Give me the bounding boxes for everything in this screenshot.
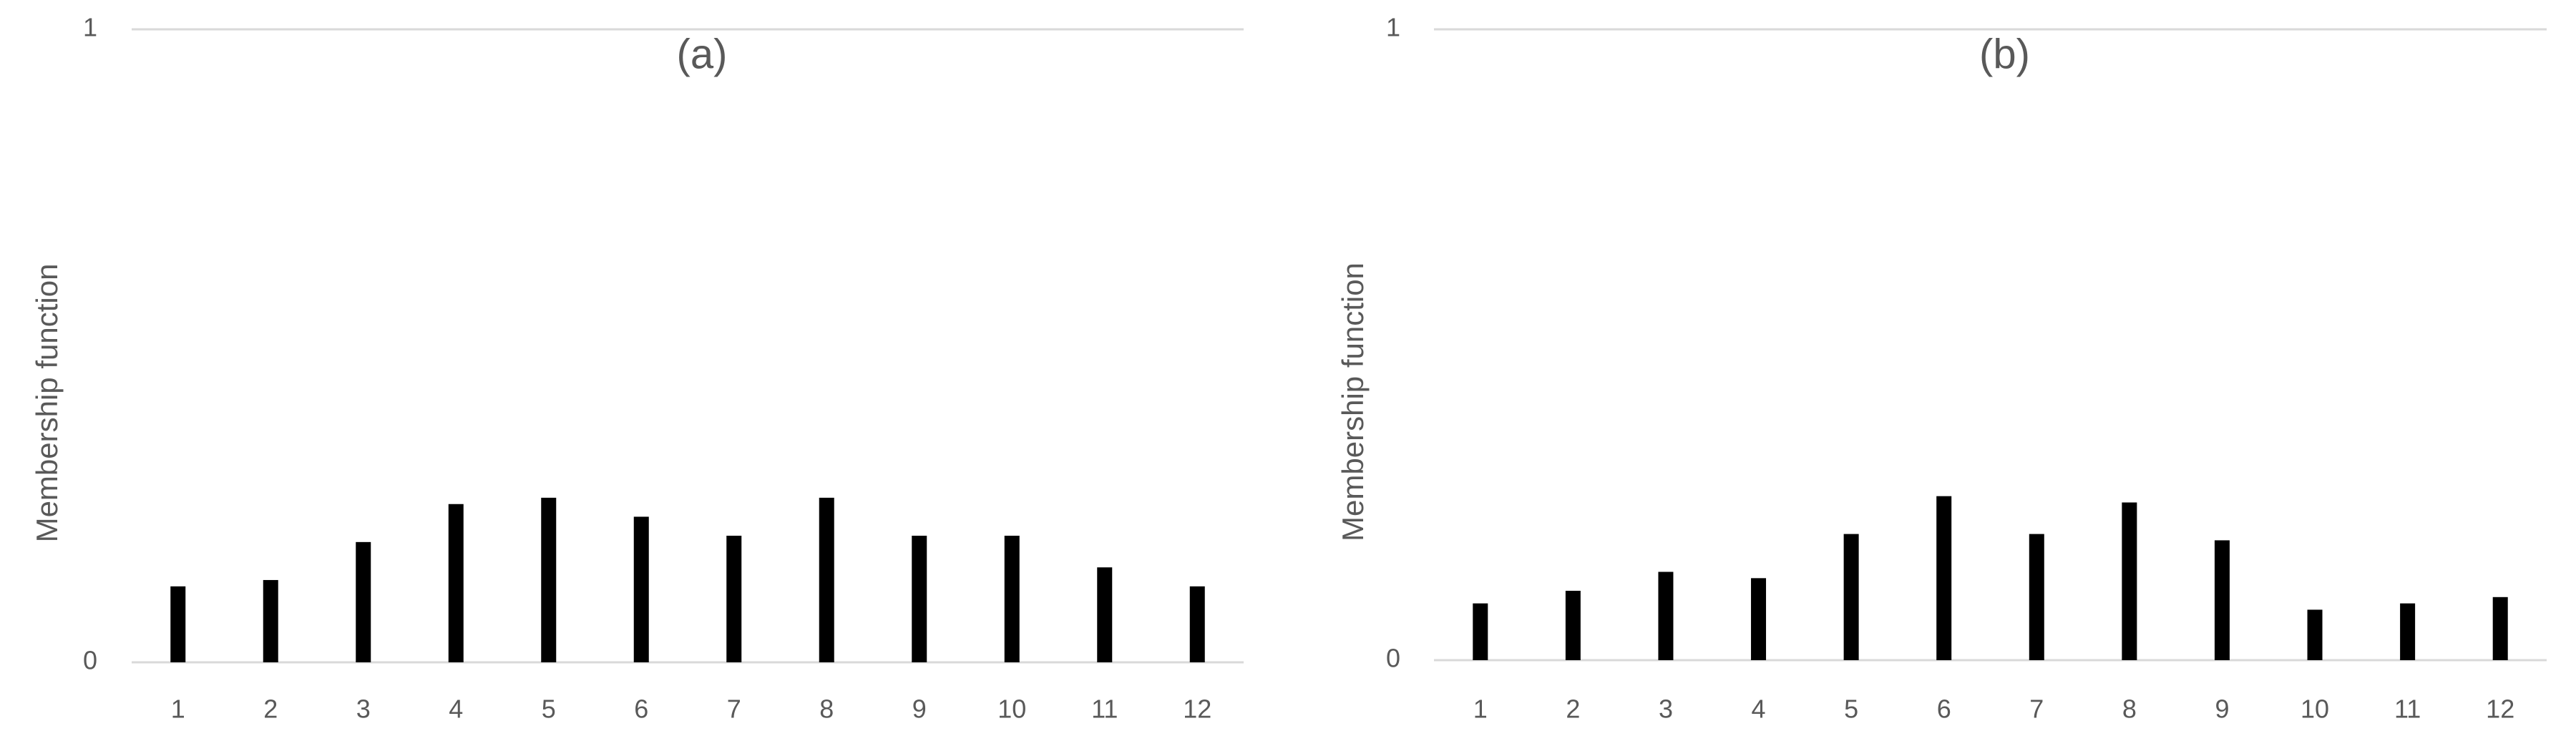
y-tick-label: 1 xyxy=(83,13,97,42)
x-tick-label: 1 xyxy=(1473,695,1488,724)
x-tick-label: 11 xyxy=(2394,695,2421,724)
x-tick-label: 12 xyxy=(2486,695,2514,724)
y-tick-label: 0 xyxy=(83,646,97,675)
bar xyxy=(356,541,371,662)
bar xyxy=(2214,540,2230,660)
bar xyxy=(448,504,464,662)
bar xyxy=(1004,536,1020,662)
bar xyxy=(726,536,742,662)
x-tick-label: 2 xyxy=(263,695,278,724)
bar xyxy=(170,586,186,662)
bar xyxy=(819,497,834,662)
chart-title: (a) xyxy=(677,31,728,77)
bar xyxy=(2029,534,2044,660)
bar xyxy=(633,516,649,662)
bar xyxy=(1843,534,1859,660)
x-tick-label: 4 xyxy=(1752,695,1766,724)
x-tick-label: 12 xyxy=(1183,695,1211,724)
x-tick-label: 6 xyxy=(634,695,648,724)
x-tick-label: 5 xyxy=(1844,695,1858,724)
bar xyxy=(263,579,278,662)
x-tick-label: 3 xyxy=(356,695,371,724)
x-tick-label: 4 xyxy=(449,695,463,724)
x-tick-label: 9 xyxy=(912,695,927,724)
bar xyxy=(2400,603,2416,660)
x-tick-label: 5 xyxy=(542,695,556,724)
x-tick-label: 11 xyxy=(1091,695,1118,724)
bar xyxy=(1473,603,1488,660)
chart-title: (b) xyxy=(1979,31,2030,77)
x-tick-label: 8 xyxy=(2122,695,2137,724)
bar xyxy=(1751,578,1767,660)
x-tick-label: 8 xyxy=(819,695,834,724)
x-tick-label: 10 xyxy=(997,695,1026,724)
bar xyxy=(1936,496,1952,660)
bar xyxy=(1658,571,1674,660)
bar xyxy=(912,536,927,662)
bar xyxy=(1565,590,1581,660)
x-tick-label: 9 xyxy=(2215,695,2229,724)
bar xyxy=(2307,609,2323,660)
x-tick-label: 7 xyxy=(2029,695,2044,724)
y-axis-label: Membership function xyxy=(1336,262,1370,541)
x-tick-label: 7 xyxy=(727,695,741,724)
x-tick-label: 10 xyxy=(2301,695,2329,724)
x-tick-label: 2 xyxy=(1566,695,1580,724)
bar xyxy=(1097,567,1113,662)
bar xyxy=(1189,586,1205,662)
y-tick-label: 1 xyxy=(1386,13,1400,42)
bar xyxy=(2492,597,2508,660)
x-tick-label: 1 xyxy=(171,695,185,724)
bar xyxy=(541,497,557,662)
y-axis-label: Membership function xyxy=(30,264,64,543)
bar xyxy=(2122,502,2137,660)
x-tick-label: 6 xyxy=(1937,695,1951,724)
x-tick-label: 3 xyxy=(1659,695,1673,724)
y-tick-label: 0 xyxy=(1386,644,1400,673)
